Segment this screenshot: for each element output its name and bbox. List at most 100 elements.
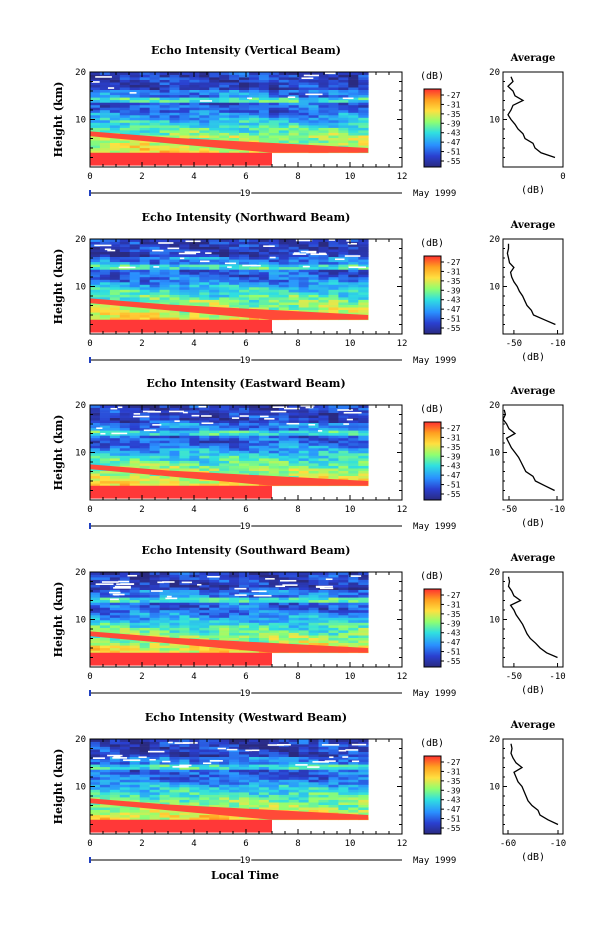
heatmap-cell <box>189 458 200 461</box>
heatmap-cell <box>99 422 111 426</box>
heatmap-cell <box>268 281 280 285</box>
heatmap-cell <box>189 415 200 418</box>
heatmap-cell <box>99 455 111 459</box>
heatmap-cell <box>219 432 230 436</box>
heatmap-cell <box>109 317 121 321</box>
heatmap-cell <box>109 84 121 88</box>
heatmap-cell <box>159 264 170 268</box>
heatmap-cell <box>90 577 101 580</box>
heatmap-cell <box>278 574 290 578</box>
heatmap-cell <box>328 107 339 111</box>
heatmap-cell <box>229 572 240 575</box>
heatmap-cell <box>179 89 190 93</box>
heatmap-cell <box>249 577 260 580</box>
heatmap-cell <box>119 475 131 479</box>
heatmap-cell <box>258 107 270 111</box>
heatmap-cell <box>288 754 299 757</box>
heatmap-cell <box>268 302 280 305</box>
heatmap-cell <box>139 761 150 765</box>
heatmap-cell <box>358 435 369 439</box>
heatmap-cell <box>199 794 210 798</box>
heatmap-cell <box>90 314 101 318</box>
heatmap-cell <box>179 786 190 790</box>
x-tick-label: 0 <box>87 339 92 349</box>
heatmap-cell <box>209 72 220 75</box>
heatmap-cell <box>348 627 359 631</box>
heatmap-cell <box>328 622 339 626</box>
heatmap-cell <box>179 797 190 800</box>
heatmap-cell <box>139 407 150 411</box>
heatmap-cell <box>278 455 290 459</box>
heatmap-cell <box>328 460 339 464</box>
heatmap-cell <box>159 425 170 429</box>
heatmap-cell <box>348 804 359 808</box>
heatmap-cell <box>159 812 170 816</box>
heatmap-cell <box>219 761 230 765</box>
heatmap-cell <box>258 254 270 257</box>
heatmap-cell <box>199 622 210 626</box>
heatmap-cell <box>209 612 220 616</box>
heatmap-cell <box>278 759 290 763</box>
heatmap-cell <box>149 145 160 149</box>
heatmap-cell <box>308 104 319 108</box>
heatmap-cell <box>199 627 210 631</box>
heatmap-cell <box>328 435 339 439</box>
heatmap-cell <box>199 254 210 257</box>
heatmap-cell <box>239 130 250 133</box>
heatmap-cell <box>338 117 349 121</box>
heatmap-cell <box>338 417 349 421</box>
heatmap-cell <box>249 410 260 413</box>
heatmap-cell <box>258 640 270 643</box>
heatmap-cell <box>179 607 190 611</box>
heatmap-cell <box>109 804 121 808</box>
heatmap-cell <box>109 599 121 603</box>
heatmap-cell <box>338 779 349 783</box>
heatmap-cell <box>308 604 319 608</box>
heatmap-cell <box>209 582 220 585</box>
heatmap-cell <box>99 470 111 474</box>
heatmap-cell <box>318 794 329 798</box>
heatmap-cell <box>199 483 210 487</box>
heatmap-cell <box>268 587 280 590</box>
heatmap-cell <box>328 637 339 641</box>
heatmap-cell <box>139 617 150 621</box>
x-tick-label: 0 <box>87 505 92 515</box>
heatmap-cell <box>219 594 230 598</box>
heatmap-cell <box>308 107 319 111</box>
heatmap-cell <box>179 597 190 601</box>
heatmap-cell <box>169 104 180 108</box>
heatmap-cell <box>169 412 180 416</box>
heatmap-cell <box>119 817 131 821</box>
heatmap-cell <box>258 261 270 265</box>
heatmap-cell <box>209 317 220 321</box>
missing-data <box>165 597 178 600</box>
heatmap-cell <box>90 619 101 623</box>
heatmap-cell <box>239 604 250 608</box>
heatmap-cell <box>288 792 299 795</box>
heatmap-cell <box>338 784 349 788</box>
heatmap-cell <box>358 437 369 441</box>
heatmap-cell <box>229 246 240 250</box>
heatmap-cell <box>139 430 150 434</box>
heatmap-cell <box>189 135 200 138</box>
heatmap-cell <box>169 645 180 649</box>
heatmap-cell <box>199 82 210 85</box>
heatmap-cell <box>159 410 170 413</box>
heatmap-cell <box>328 437 339 441</box>
heatmap-cell <box>139 104 150 108</box>
heatmap-cell <box>179 455 190 459</box>
heatmap-cell <box>199 251 210 255</box>
heatmap-cell <box>169 786 180 790</box>
heatmap-cell <box>90 246 101 250</box>
heatmap-cell <box>249 463 260 466</box>
heatmap-cell <box>298 442 309 446</box>
heatmap-cell <box>90 254 101 257</box>
heatmap-cell <box>119 87 131 90</box>
heatmap-cell <box>328 781 339 785</box>
heatmap-cell <box>268 102 280 106</box>
heatmap-cell <box>159 442 170 446</box>
heatmap-cell <box>90 437 101 441</box>
heatmap-cell <box>258 281 270 285</box>
heatmap-cell <box>318 632 329 636</box>
heatmap-cell <box>169 284 180 288</box>
